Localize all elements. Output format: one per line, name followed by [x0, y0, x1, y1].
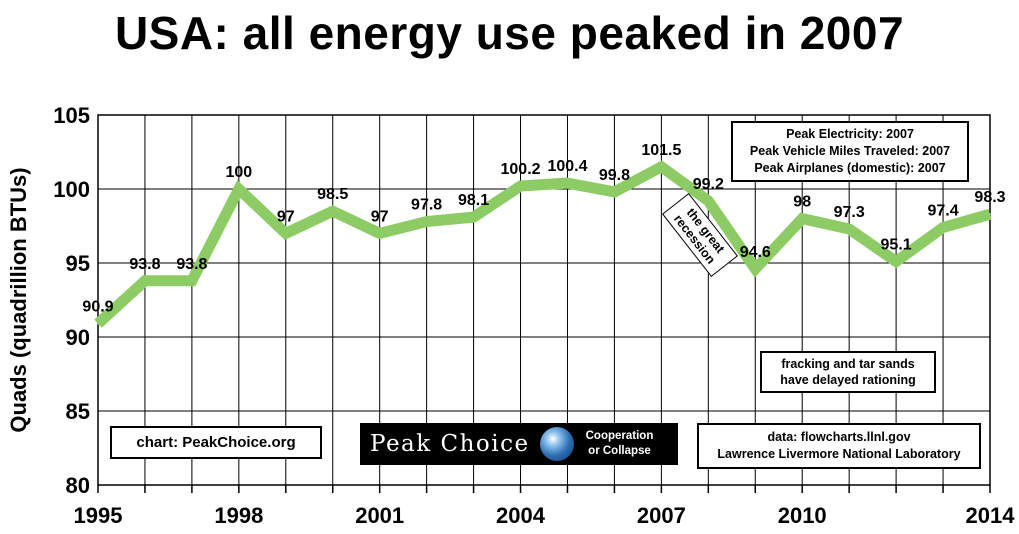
x-tick-label: 2004	[496, 503, 546, 528]
data-label: 97	[371, 208, 389, 225]
data-point	[190, 279, 193, 282]
data-label: 97.8	[411, 197, 442, 214]
y-tick-label: 80	[66, 473, 90, 498]
y-tick-label: 85	[66, 399, 90, 424]
data-label: 98	[793, 194, 811, 211]
fracking-line-1: fracking and tar sands	[781, 357, 915, 371]
source-line-1: data: flowcharts.llnl.gov	[767, 430, 911, 444]
data-point	[519, 185, 522, 188]
data-point	[472, 216, 475, 219]
chart-credit-box: chart: PeakChoice.org	[110, 426, 322, 459]
data-point	[284, 232, 287, 235]
data-label: 94.6	[740, 244, 771, 261]
x-tick-label: 2001	[355, 503, 404, 528]
data-point	[566, 182, 569, 185]
data-point	[331, 210, 334, 213]
data-point	[660, 165, 663, 168]
fracking-annotation-box: fracking and tar sands have delayed rati…	[760, 351, 936, 393]
x-tick-label: 2010	[778, 503, 827, 528]
data-label: 95.1	[881, 237, 912, 254]
source-line-2: Lawrence Livermore National Laboratory	[717, 447, 961, 461]
fracking-line-2: have delayed rationing	[780, 373, 916, 387]
data-point	[754, 267, 757, 270]
chart-title: USA: all energy use peaked in 2007	[114, 7, 905, 59]
axis-layer: 80 85 90 95 100 105 1995 1998 2001 2004 2007 2010 20…	[6, 103, 1015, 528]
y-tick-label: 95	[66, 251, 90, 276]
logo-tagline-line-1: Cooperation	[585, 430, 654, 442]
data-point	[989, 213, 991, 216]
data-label: 98.1	[458, 192, 489, 209]
data-point	[613, 190, 616, 193]
y-tick-label: 90	[66, 325, 90, 350]
peak-electricity-note: Peak Electricity: 2007	[786, 127, 914, 141]
data-label: 93.8	[129, 256, 160, 273]
data-label: 99.8	[599, 167, 630, 184]
series-layer	[94, 160, 992, 328]
data-label: 93.8	[176, 256, 207, 273]
peak-annotation-box: Peak Electricity: 2007 Peak Vehicle Mile…	[731, 121, 969, 182]
chart-credit-text: chart: PeakChoice.org	[136, 434, 296, 451]
data-label-layer: 90.9 93.8 93.8 100 97 98.5 97 97.8 98.1 100.2 100.…	[82, 142, 1005, 316]
data-point	[801, 217, 804, 220]
data-label: 101.5	[641, 142, 681, 159]
data-label: 98.3	[974, 189, 1005, 206]
energy-use-line	[94, 160, 992, 328]
logo-name: Peak Choice	[370, 431, 530, 457]
data-label: 97.4	[927, 202, 958, 219]
peak-airplanes-note: Peak Airplanes (domestic): 2007	[754, 161, 946, 175]
data-label: 97	[277, 208, 295, 225]
plot-frame	[97, 114, 991, 486]
data-point	[237, 188, 240, 190]
peak-choice-logo: Peak Choice Cooperation or Collapse	[360, 423, 678, 465]
data-point	[895, 260, 898, 263]
data-label: 100.2	[501, 161, 541, 178]
y-tick-label: 100	[53, 177, 90, 202]
y-tick-label: 105	[53, 103, 90, 128]
data-point	[143, 279, 146, 282]
data-point	[848, 227, 851, 230]
data-label: 98.5	[317, 186, 348, 203]
data-label: 90.9	[82, 299, 113, 316]
data-label: 100.4	[547, 158, 587, 175]
x-tick-label: 1995	[74, 503, 123, 528]
data-point	[378, 232, 381, 235]
y-axis-label: Quads (quadrillion BTUs)	[6, 167, 31, 432]
data-point	[97, 322, 99, 325]
x-tick-label: 2014	[966, 503, 1016, 528]
data-label: 100	[225, 164, 252, 181]
data-label: 97.3	[834, 204, 865, 221]
data-label: 99.2	[693, 176, 724, 193]
data-source-box: data: flowcharts.llnl.gov Lawrence Liver…	[697, 423, 981, 469]
x-tick-label: 2007	[637, 503, 686, 528]
data-point	[942, 226, 945, 229]
logo-tagline: Cooperation or Collapse	[586, 429, 654, 459]
x-tick-label: 1998	[214, 503, 263, 528]
data-point	[707, 199, 710, 202]
data-point	[425, 220, 428, 223]
peak-vmt-note: Peak Vehicle Miles Traveled: 2007	[749, 144, 951, 158]
logo-tagline-line-2: or Collapse	[588, 445, 651, 457]
globe-icon	[539, 427, 574, 461]
